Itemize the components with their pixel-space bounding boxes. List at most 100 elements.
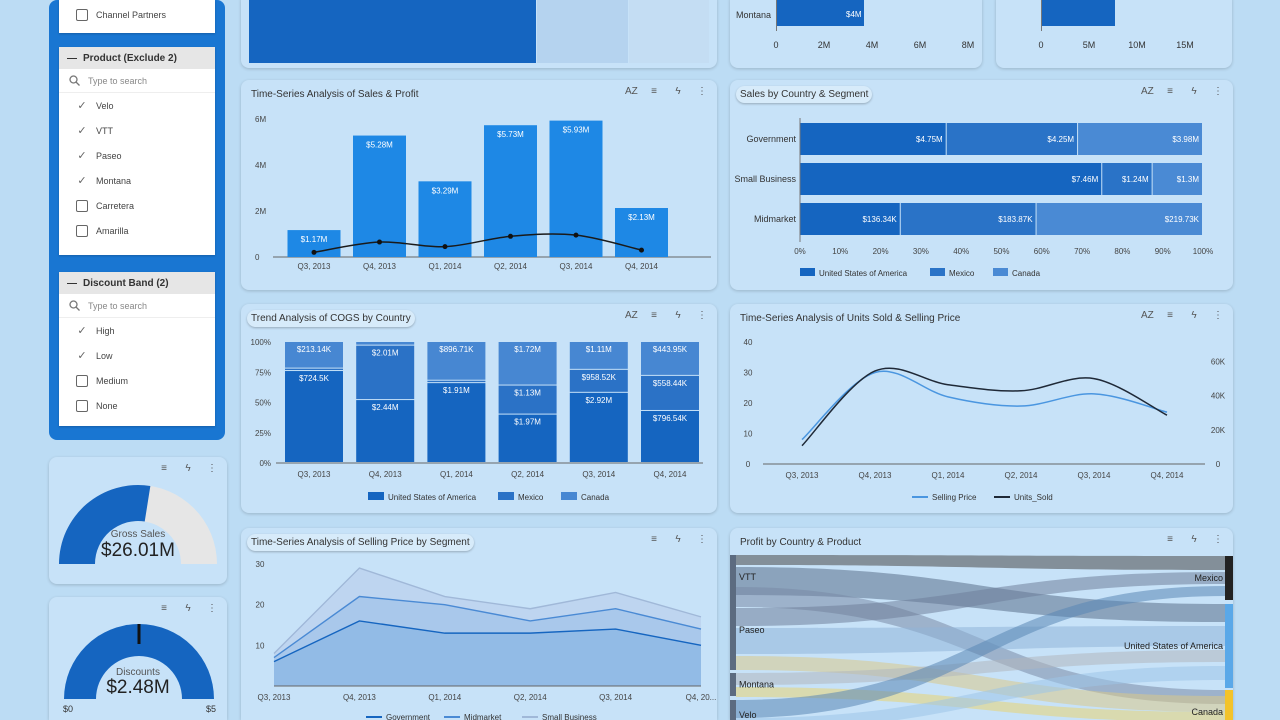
filter-icon[interactable]: ≡ — [1167, 310, 1173, 321]
more-vertical-icon[interactable]: ⋮ — [697, 310, 707, 321]
filter-item-label: Carretera — [96, 200, 135, 211]
bolt-icon[interactable]: ϟ — [1191, 534, 1197, 545]
treemap-block[interactable] — [629, 0, 709, 63]
checkmark-icon[interactable]: ✓ — [77, 149, 87, 162]
y-category-label: Government — [746, 134, 796, 144]
filter-item-paseo[interactable]: ✓ Paseo — [59, 143, 215, 168]
bolt-icon[interactable]: ϟ — [1191, 86, 1197, 97]
x-tick-label: Q2, 2014 — [511, 470, 544, 479]
bar-value-label: $183.87K — [998, 215, 1033, 224]
treemap-block[interactable] — [249, 0, 536, 63]
card-toolbar: ≡ ϟ ⋮ — [159, 603, 217, 614]
bar-segment — [641, 342, 699, 375]
bolt-icon[interactable]: ϟ — [185, 603, 191, 614]
filter-icon[interactable]: ≡ — [1167, 534, 1173, 545]
bar-value-label: $3.29M — [432, 186, 459, 195]
bar-segment — [569, 369, 628, 392]
sort-icon[interactable]: AZ — [1141, 86, 1154, 97]
bar-segment — [900, 203, 1036, 235]
x-tick-label: 2M — [817, 40, 831, 50]
y-tick-label: 20 — [256, 601, 265, 610]
y-category-label: Midmarket — [754, 214, 797, 224]
bar-segment — [498, 414, 557, 462]
filter-icon[interactable]: ≡ — [651, 310, 657, 321]
sankey-flow — [736, 650, 1225, 685]
filter-item-montana[interactable]: ✓ Montana — [59, 168, 215, 193]
treemap-block[interactable] — [537, 0, 628, 63]
filter-item-velo[interactable]: ✓ Velo — [59, 93, 215, 118]
filter-item-high[interactable]: ✓ High — [59, 318, 215, 343]
checkmark-icon[interactable]: ✓ — [77, 324, 87, 337]
more-vertical-icon[interactable]: ⋮ — [1213, 534, 1223, 545]
bar-segment — [569, 342, 628, 369]
partial-filter-box: Channel Partners — [59, 0, 215, 33]
area-line — [273, 567, 702, 654]
checkmark-icon[interactable]: ✓ — [77, 174, 87, 187]
legend-label: Units_Sold — [1014, 493, 1053, 502]
checkmark-icon[interactable]: ✓ — [77, 99, 87, 112]
filter-icon[interactable]: ≡ — [161, 463, 167, 474]
sort-icon[interactable]: AZ — [625, 310, 638, 321]
checkmark-icon[interactable]: ✓ — [77, 124, 87, 137]
filter-icon[interactable]: ≡ — [1167, 86, 1173, 97]
bolt-icon[interactable]: ϟ — [675, 534, 681, 545]
bar-segment — [498, 342, 557, 385]
sankey-source-label: Montana — [739, 680, 774, 690]
filter-item-low[interactable]: ✓ Low — [59, 343, 215, 368]
x-tick-label: 8M — [961, 40, 975, 50]
product-filter-header[interactable]: — Product (Exclude 2) — [59, 47, 215, 69]
checkbox-icon[interactable] — [76, 8, 88, 21]
checkbox-icon[interactable] — [76, 374, 88, 387]
bar-value-label: $5.28M — [366, 141, 393, 150]
discount-search[interactable]: Type to search — [59, 294, 215, 318]
bolt-icon[interactable]: ϟ — [675, 86, 681, 97]
bar-value-label: $558.44K — [653, 379, 688, 388]
collapse-icon[interactable]: — — [67, 277, 77, 289]
sort-icon[interactable]: AZ — [625, 86, 638, 97]
filter-item-channel-partners[interactable]: Channel Partners — [59, 0, 215, 25]
filter-item-carretera[interactable]: Carretera — [59, 193, 215, 218]
filter-item-vtt[interactable]: ✓ VTT — [59, 118, 215, 143]
category-label: Montana — [736, 10, 772, 20]
sankey-target-label: United States of America — [1124, 641, 1223, 651]
card-toolbar: AZ ≡ ϟ ⋮ — [1141, 86, 1223, 97]
filter-item-label: Montana — [96, 175, 132, 186]
filter-icon[interactable]: ≡ — [161, 603, 167, 614]
search-input[interactable]: Type to search — [88, 75, 148, 86]
filter-item-none[interactable]: None — [59, 393, 215, 418]
checkbox-icon[interactable] — [76, 399, 88, 412]
more-vertical-icon[interactable]: ⋮ — [1213, 310, 1223, 321]
legend-label: Small Business — [542, 713, 597, 720]
product-search[interactable]: Type to search — [59, 69, 215, 93]
bolt-icon[interactable]: ϟ — [185, 463, 191, 474]
checkbox-icon[interactable] — [76, 224, 88, 237]
bolt-icon[interactable]: ϟ — [1191, 310, 1197, 321]
sankey-flow — [736, 572, 1225, 626]
bar-value-label: $5.93M — [563, 126, 590, 135]
discount-filter-header[interactable]: — Discount Band (2) — [59, 272, 215, 294]
more-vertical-icon[interactable]: ⋮ — [697, 534, 707, 545]
more-vertical-icon[interactable]: ⋮ — [1213, 86, 1223, 97]
more-vertical-icon[interactable]: ⋮ — [697, 86, 707, 97]
bar-value-label: $2.44M — [372, 403, 399, 412]
card-toolbar: AZ ≡ ϟ ⋮ — [625, 310, 707, 321]
bolt-icon[interactable]: ϟ — [675, 310, 681, 321]
search-input[interactable]: Type to search — [88, 300, 148, 311]
filter-icon[interactable]: ≡ — [651, 86, 657, 97]
area-line — [273, 595, 702, 659]
more-vertical-icon[interactable]: ⋮ — [207, 463, 217, 474]
top-bar[interactable] — [776, 0, 864, 26]
discounts-gauge — [64, 624, 214, 699]
top-bar[interactable] — [1041, 0, 1115, 26]
filter-item-amarilla[interactable]: Amarilla — [59, 218, 215, 243]
filter-item-medium[interactable]: Medium — [59, 368, 215, 393]
checkmark-icon[interactable]: ✓ — [77, 349, 87, 362]
sort-icon[interactable]: AZ — [1141, 310, 1154, 321]
more-vertical-icon[interactable]: ⋮ — [207, 603, 217, 614]
bar-segment — [356, 400, 415, 462]
collapse-icon[interactable]: — — [67, 52, 77, 64]
filter-icon[interactable]: ≡ — [651, 534, 657, 545]
x-tick-label: 70% — [1074, 247, 1090, 256]
bar-segment — [356, 345, 415, 400]
checkbox-icon[interactable] — [76, 199, 88, 212]
